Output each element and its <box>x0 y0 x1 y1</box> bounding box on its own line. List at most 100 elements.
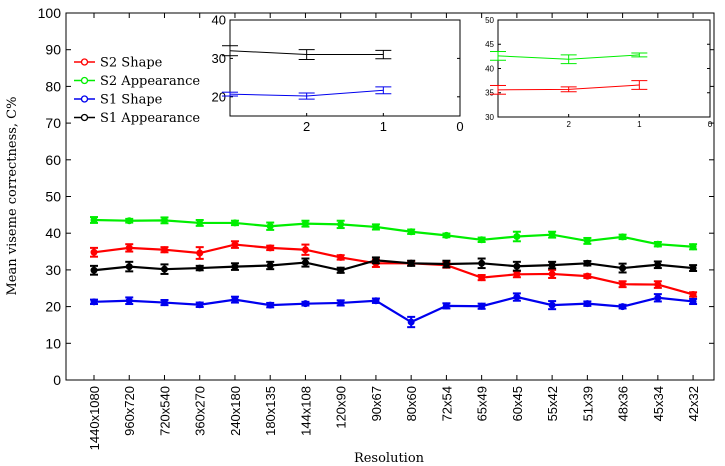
data-point-s1-shape <box>654 294 662 302</box>
data-point-s2-shape <box>266 244 274 252</box>
data-point-s1-shape <box>689 297 697 305</box>
data-point-s1-shape <box>442 302 450 310</box>
main-x-tick-label: 42x32 <box>686 386 701 421</box>
data-point-s1-shape <box>125 297 133 305</box>
data-point-s2-shape <box>583 272 591 280</box>
data-point-s1-shape <box>372 297 380 305</box>
data-point-s1-appearance <box>266 261 274 269</box>
data-point-s1-appearance <box>301 259 309 267</box>
main-y-axis-label-text: Mean viseme correctness, C% <box>5 97 20 296</box>
data-point-s2-shape <box>654 281 662 289</box>
inset1-ticks: 20 30 40 2 1 0 <box>212 13 464 134</box>
data-point-s1-appearance <box>583 259 591 267</box>
data-point-s1-appearance <box>90 266 98 274</box>
main-x-ticks: 1440x1080 960x720 720x540 360x270 240x180 180… <box>87 13 701 450</box>
main-y-axis-label: Mean viseme correctness, C% <box>5 97 20 296</box>
data-point-s2-appearance <box>654 240 662 248</box>
main-x-tick-label: 120x90 <box>334 386 349 429</box>
data-point-s1-appearance <box>407 259 415 267</box>
data-point-s2-shape <box>160 246 168 254</box>
inset2-x-tick-label: 2 <box>566 120 571 129</box>
main-y-tick-label: 20 <box>45 299 61 315</box>
main-y-tick-label: 60 <box>45 152 61 168</box>
data-point-s2-appearance <box>442 231 450 239</box>
series-line-s1-appearance <box>93 259 694 272</box>
data-point-s2-shape <box>125 244 133 252</box>
main-y-tick-label: 90 <box>45 42 61 58</box>
data-point-s2-appearance <box>90 216 98 224</box>
data-point-s2-shape <box>478 274 486 282</box>
data-point-s1-shape <box>337 299 345 307</box>
data-point-s2-appearance <box>548 231 556 239</box>
data-point-s1-shape <box>513 293 521 301</box>
legend-marker-s1-shape <box>80 95 89 103</box>
legend-label-s1-appearance: S1 Appearance <box>100 111 200 126</box>
data-point-s1-appearance <box>513 262 521 270</box>
data-point-s2-appearance <box>196 219 204 227</box>
main-x-tick-label: 45x34 <box>651 386 666 421</box>
inset2-x-tick-label: 0 <box>708 120 713 129</box>
data-point-s1-appearance <box>619 264 627 272</box>
data-point-s2-appearance <box>266 222 274 230</box>
inset1-x-tick-label: 0 <box>456 119 463 134</box>
data-point-s2-appearance <box>372 223 380 231</box>
data-point-s1-shape <box>619 303 627 311</box>
data-point-s1-shape <box>231 296 239 304</box>
inset2-y-tick-label: 45 <box>485 40 494 49</box>
main-x-tick-label: 60x45 <box>510 386 525 421</box>
data-point-s1-shape <box>90 298 98 306</box>
inset-chart-s2: 30 35 40 45 50 2 1 0 <box>485 16 713 129</box>
data-point-s1-appearance <box>231 263 239 271</box>
inset1-x-tick-label: 2 <box>303 119 310 134</box>
data-point-s2-appearance <box>478 236 486 244</box>
data-point-s2-shape <box>548 270 556 278</box>
data-point-s1-appearance <box>442 260 450 268</box>
inset2-y-tick-label: 40 <box>485 64 494 73</box>
legend: S2 Shape S2 Appearance S1 Shape S1 Appearan… <box>74 56 200 126</box>
main-x-tick-label: 720x540 <box>157 386 172 436</box>
data-point-s1-shape <box>478 302 486 310</box>
inset1-y-tick-label: 20 <box>212 89 226 104</box>
series-line-s2-appearance <box>93 218 694 248</box>
legend-marker-s1-appearance <box>80 113 89 122</box>
main-y-tick-label: 30 <box>45 262 61 278</box>
main-y-tick-label: 80 <box>45 78 61 94</box>
main-y-tick-label: 40 <box>45 225 61 241</box>
data-point-s2-shape <box>513 270 521 278</box>
data-point-s2-shape <box>689 290 697 298</box>
data-point-s1-appearance <box>160 265 168 273</box>
main-y-tick-label: 70 <box>45 115 61 131</box>
data-point-s1-shape <box>407 318 415 326</box>
data-point-s1-shape <box>548 301 556 309</box>
data-point-s2-shape <box>196 249 204 257</box>
inset2-plot-area <box>497 19 711 118</box>
data-point-s2-appearance <box>689 243 697 251</box>
inset2-ticks: 30 35 40 45 50 2 1 0 <box>485 16 713 129</box>
data-point-s1-appearance <box>337 266 345 274</box>
data-point-s1-appearance <box>689 264 697 272</box>
legend-marker-s2-shape <box>80 58 89 66</box>
data-point-s1-appearance <box>548 261 556 269</box>
main-x-tick-label: 48x36 <box>616 386 631 421</box>
data-point-s2-appearance <box>583 237 591 245</box>
data-point-s1-appearance <box>478 259 486 267</box>
data-point-s2-appearance <box>407 228 415 236</box>
data-point-s1-appearance <box>125 263 133 271</box>
data-point-s2-appearance <box>301 220 309 228</box>
main-x-tick-label: 1440x1080 <box>87 386 102 450</box>
data-point-s2-appearance <box>619 233 627 241</box>
main-x-tick-label: 90x67 <box>369 386 384 421</box>
data-point-s2-appearance <box>160 216 168 224</box>
data-point-s2-shape <box>337 253 345 261</box>
main-x-tick-label: 65x49 <box>475 386 490 421</box>
data-point-s1-shape <box>160 299 168 307</box>
data-point-s2-appearance <box>125 217 133 225</box>
legend-label-s1-shape: S1 Shape <box>100 93 163 108</box>
main-y-tick-label: 0 <box>53 372 61 388</box>
inset2-y-tick-label: 50 <box>485 16 494 25</box>
main-y-tick-label: 50 <box>45 189 61 205</box>
main-x-tick-label: 72x54 <box>439 386 454 421</box>
main-y-tick-label: 100 <box>38 5 62 21</box>
inset1-plot-area <box>229 19 461 117</box>
